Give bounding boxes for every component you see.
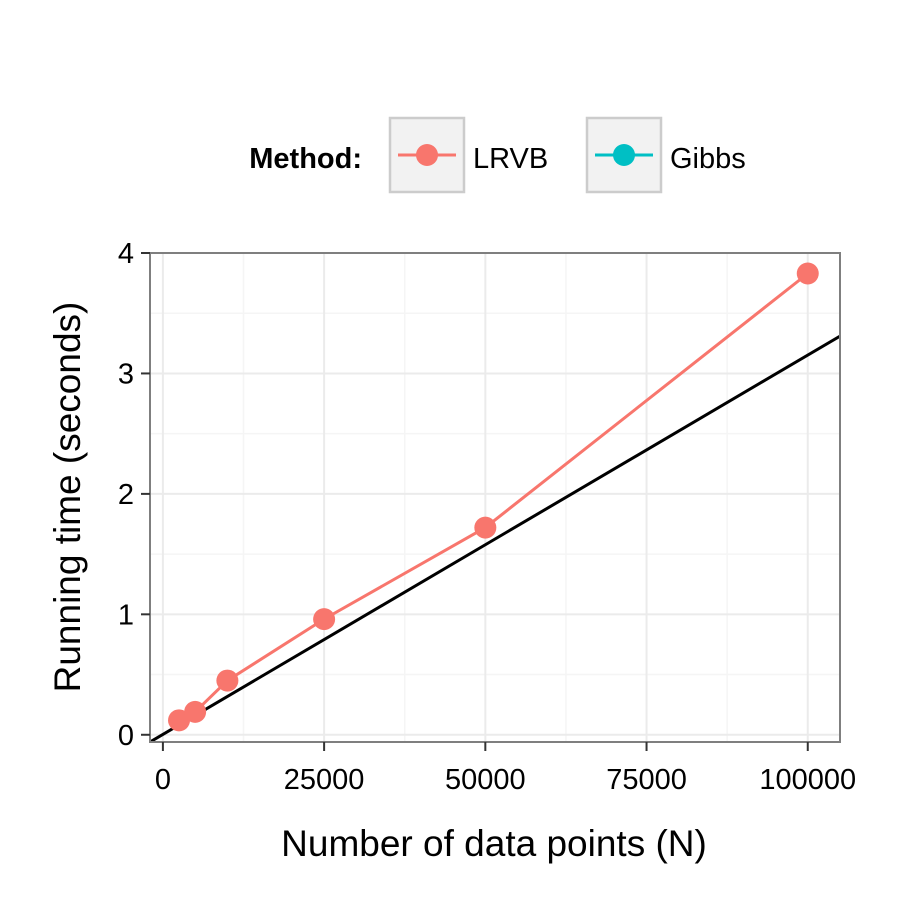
x-tick-label: 100000 — [759, 764, 856, 796]
x-tick-label: 75000 — [606, 764, 687, 796]
data-point-lrvb — [796, 262, 819, 285]
plot-background — [150, 253, 840, 742]
data-point-lrvb — [313, 608, 336, 631]
y-tick-label: 0 — [118, 720, 134, 752]
y-tick-label: 3 — [118, 358, 134, 390]
x-axis-title: Number of data points (N) — [281, 823, 707, 864]
y-tick-label: 2 — [118, 479, 134, 511]
data-point-lrvb — [184, 700, 207, 723]
legend-label-lrvb: LRVB — [473, 143, 548, 175]
legend-title: Method: — [249, 143, 362, 175]
y-tick-label: 4 — [118, 238, 134, 270]
y-tick-label: 1 — [118, 599, 134, 631]
plot-border — [149, 252, 841, 743]
legend: Method: LRVB Gibbs — [249, 116, 746, 194]
legend-key-point-gibbs — [613, 144, 635, 166]
legend-label-gibbs: Gibbs — [670, 143, 746, 175]
data-point-lrvb — [474, 516, 497, 539]
data-point-lrvb — [168, 709, 191, 732]
data-point-lrvb — [216, 669, 239, 692]
x-tick-label: 50000 — [445, 764, 526, 796]
plot-area: 0 25000 50000 75000 100000 0 1 2 3 4 — [118, 238, 856, 796]
reference-line — [150, 334, 840, 742]
x-tick-label: 25000 — [284, 764, 365, 796]
x-tick-label: 0 — [155, 764, 171, 796]
legend-key-point-lrvb — [416, 144, 438, 166]
y-axis-title: Running time (seconds) — [47, 302, 88, 693]
